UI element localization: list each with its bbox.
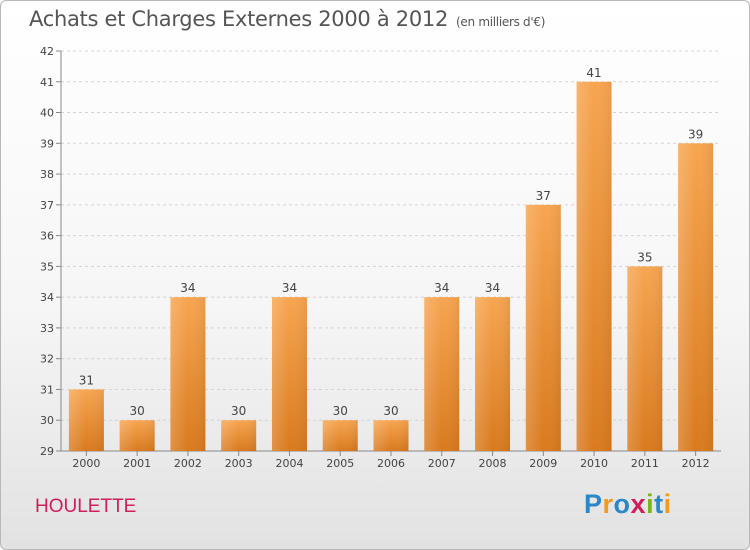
data-label: 34 bbox=[282, 281, 297, 295]
chart-unit: (en milliers d'€) bbox=[456, 15, 546, 29]
data-label: 30 bbox=[130, 404, 145, 418]
y-tick-label: 38 bbox=[40, 168, 54, 181]
y-tick-label: 33 bbox=[40, 322, 54, 335]
x-tick-label: 2006 bbox=[377, 457, 405, 470]
y-tick-label: 41 bbox=[40, 76, 54, 89]
bar-shade bbox=[322, 420, 358, 451]
bars bbox=[68, 81, 714, 452]
x-tick-label: 2001 bbox=[123, 457, 151, 470]
logo-letter: P bbox=[584, 489, 603, 519]
x-tick-label: 2005 bbox=[326, 457, 354, 470]
x-tick-label: 2011 bbox=[631, 457, 659, 470]
logo-letter: r bbox=[602, 489, 614, 519]
logo-letter: i bbox=[663, 489, 672, 519]
bar-shade bbox=[576, 81, 612, 452]
data-label: 35 bbox=[637, 250, 652, 264]
bar-shade bbox=[525, 204, 561, 451]
data-label: 34 bbox=[485, 281, 500, 295]
logo-letter: i bbox=[646, 489, 655, 519]
data-label: 39 bbox=[688, 127, 703, 141]
bar-shade bbox=[678, 143, 714, 452]
axes bbox=[56, 50, 721, 456]
bar-shade bbox=[119, 420, 155, 451]
data-label: 31 bbox=[79, 373, 94, 387]
x-tick-label: 2010 bbox=[580, 457, 608, 470]
x-tick-label: 2003 bbox=[225, 457, 253, 470]
y-tick-label: 31 bbox=[40, 383, 54, 396]
data-label: 30 bbox=[383, 404, 398, 418]
data-label: 34 bbox=[434, 281, 449, 295]
bar-shade bbox=[68, 389, 104, 451]
data-label: 30 bbox=[231, 404, 246, 418]
bar-shade bbox=[170, 297, 206, 451]
y-tick-label: 34 bbox=[40, 291, 54, 304]
x-tick-label: 2007 bbox=[428, 457, 456, 470]
x-tick-label: 2009 bbox=[529, 457, 557, 470]
chart-title: Achats et Charges Externes 2000 à 2012 (e… bbox=[29, 7, 545, 31]
bar-shade bbox=[221, 420, 257, 451]
bar-shade bbox=[424, 297, 460, 451]
labels: 29 30 31 32 33 34 35 36 37 38 39 40 41 42 2000 31 2001 30… bbox=[40, 45, 710, 470]
bar-shade bbox=[373, 420, 409, 451]
y-tick-label: 42 bbox=[40, 45, 54, 58]
x-tick-label: 2004 bbox=[275, 457, 303, 470]
proxiti-logo: Proxiti bbox=[584, 489, 672, 520]
chart-title-text: Achats et Charges Externes 2000 à 2012 bbox=[29, 7, 449, 31]
logo-letter: x bbox=[630, 489, 647, 519]
grid-lines bbox=[61, 50, 721, 452]
y-tick-label: 39 bbox=[40, 137, 54, 150]
y-tick-label: 37 bbox=[40, 199, 54, 212]
x-tick-label: 2008 bbox=[479, 457, 507, 470]
data-label: 34 bbox=[180, 281, 195, 295]
commune-name: HOULETTE bbox=[35, 496, 137, 517]
x-tick-label: 2000 bbox=[72, 457, 100, 470]
logo-letter: o bbox=[613, 489, 631, 519]
logo-letter: t bbox=[654, 489, 664, 519]
data-label: 41 bbox=[586, 66, 601, 80]
data-label: 37 bbox=[536, 189, 551, 203]
x-tick-label: 2002 bbox=[174, 457, 202, 470]
y-tick-label: 40 bbox=[40, 107, 54, 120]
bar-shade bbox=[627, 266, 663, 451]
data-label: 30 bbox=[333, 404, 348, 418]
y-tick-label: 36 bbox=[40, 230, 54, 243]
bar-shade bbox=[475, 297, 511, 451]
y-tick-label: 30 bbox=[40, 414, 54, 427]
bar-shade bbox=[271, 297, 307, 451]
y-tick-label: 32 bbox=[40, 353, 54, 366]
x-tick-label: 2012 bbox=[682, 457, 710, 470]
y-tick-label: 35 bbox=[40, 260, 54, 273]
y-tick-label: 29 bbox=[40, 445, 54, 458]
